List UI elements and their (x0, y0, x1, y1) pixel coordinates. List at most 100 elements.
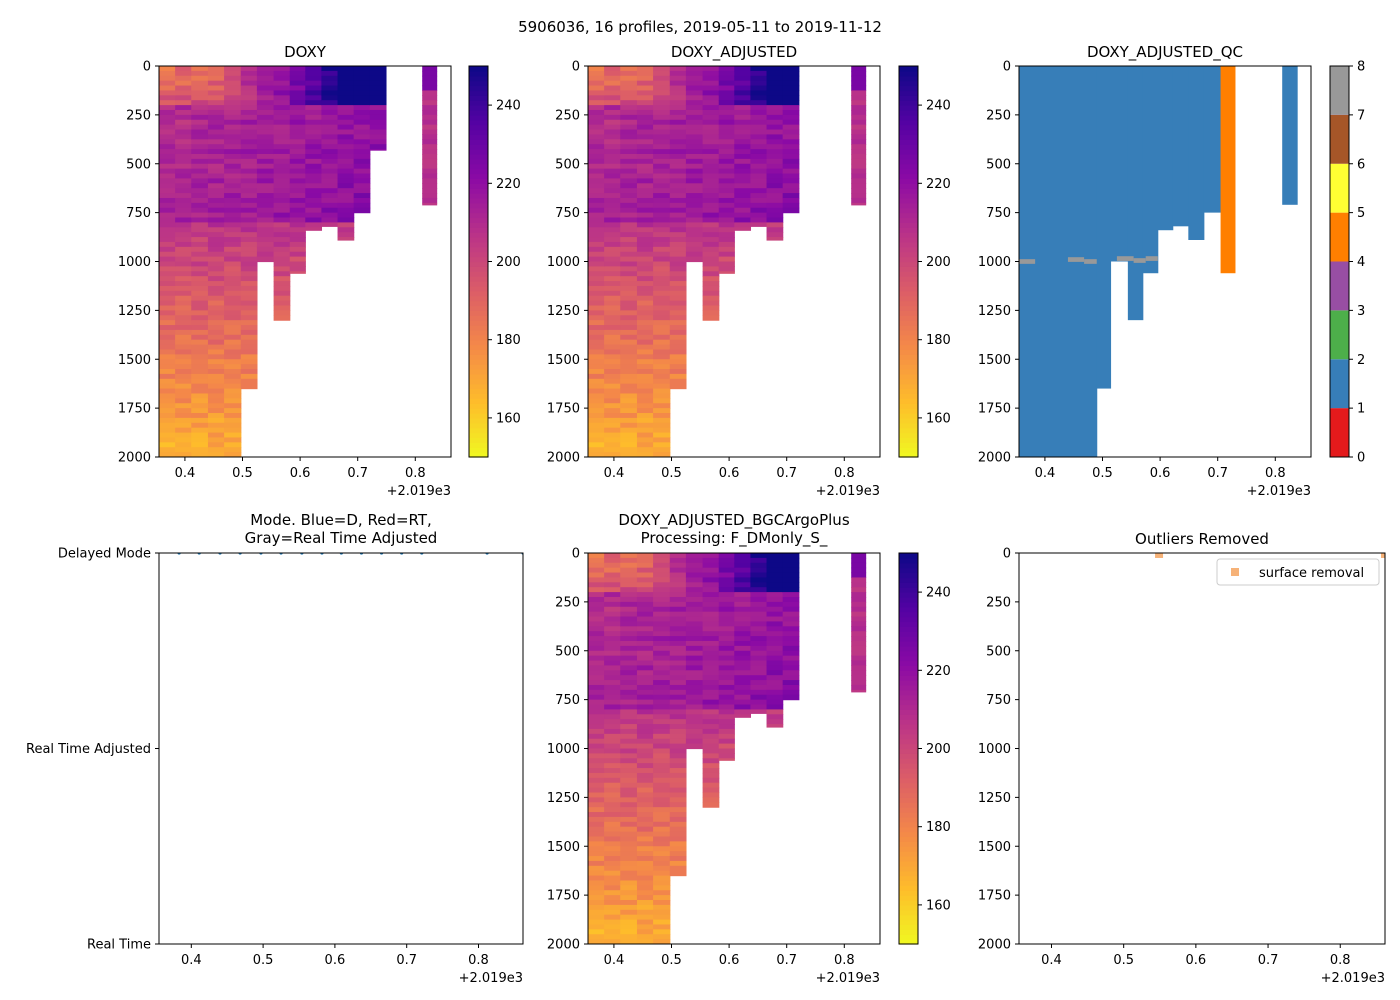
heatmap-cell (256, 153, 275, 160)
heatmap-cell (782, 680, 800, 686)
heatmap-cell (224, 241, 242, 248)
heatmap-cell (636, 256, 654, 263)
colorbar-segment (469, 305, 488, 311)
heatmap-cell (604, 836, 621, 842)
heatmap-cell (159, 427, 176, 434)
heatmap-cell (653, 90, 671, 96)
heatmap-cell (669, 173, 687, 180)
heatmap-cell (653, 567, 671, 574)
heatmap-cell (588, 90, 605, 96)
colorbar-segment (899, 660, 918, 667)
heatmap-cell (620, 841, 638, 847)
colorbar-segment (469, 100, 488, 106)
heatmap-cell (604, 144, 621, 150)
heatmap-cell (782, 75, 800, 82)
heatmap-cell (669, 310, 687, 316)
heatmap-cell (669, 772, 687, 779)
colorbar-tick-label: 7 (1357, 108, 1365, 123)
heatmap-cell (588, 812, 605, 818)
heatmap-cell (588, 378, 605, 385)
heatmap-cell (669, 139, 687, 145)
heatmap-cell (685, 719, 704, 725)
heatmap-cell (766, 163, 784, 170)
heatmap-cell (422, 124, 438, 131)
heatmap-cell (782, 684, 800, 691)
heatmap-cell (636, 437, 654, 443)
x-tick-label: 0.5 (232, 466, 253, 481)
heatmap-cell (289, 153, 306, 160)
heatmap-cell (224, 114, 242, 121)
heatmap-cell (620, 885, 638, 891)
heatmap-cell (240, 75, 258, 82)
heatmap-cell (175, 202, 192, 209)
heatmap-cell (620, 197, 638, 204)
heatmap-cell (224, 100, 242, 106)
heatmap-cell (685, 626, 704, 632)
heatmap-cell (718, 709, 735, 715)
heatmap-cell (782, 124, 800, 131)
heatmap-cell (636, 714, 654, 720)
heatmap-cell (636, 124, 654, 131)
heatmap-cell (718, 636, 735, 642)
heatmap-cell (224, 393, 242, 399)
heatmap-cell (353, 75, 371, 82)
colorbar-segment (469, 246, 488, 253)
heatmap-cell (240, 227, 258, 233)
heatmap-cell (240, 334, 258, 341)
heatmap-cell (604, 665, 621, 671)
heatmap-cell (305, 158, 323, 165)
heatmap-cell (159, 417, 176, 424)
heatmap-cell (224, 105, 242, 111)
heatmap-cell (750, 149, 768, 155)
heatmap-cell (588, 85, 605, 92)
colorbar-segment (899, 787, 918, 794)
heatmap-cell (718, 85, 735, 92)
heatmap-cell (718, 66, 735, 72)
heatmap-cell (782, 149, 800, 155)
heatmap-cell (653, 670, 671, 676)
heatmap-cell (224, 183, 242, 189)
heatmap-cell (702, 694, 720, 701)
heatmap-cell (750, 144, 768, 150)
heatmap-cell (718, 606, 735, 613)
colorbar-segment (899, 295, 918, 302)
heatmap-cell (669, 168, 687, 175)
heatmap-cell (620, 665, 638, 671)
panel-mode: Mode. Blue=D, Red=RT,Gray=Real Time Adju… (26, 511, 524, 986)
heatmap-cell (851, 611, 867, 618)
heatmap-cell (669, 66, 687, 72)
heatmap-cell (734, 577, 752, 583)
heatmap-cell (782, 114, 800, 121)
heatmap-cell (669, 95, 687, 101)
heatmap-cell (224, 369, 242, 375)
heatmap-cell (224, 437, 242, 443)
colorbar-segment (899, 251, 918, 258)
heatmap-cell (588, 768, 605, 774)
heatmap-cell (750, 626, 768, 632)
heatmap-cell (289, 85, 306, 92)
colorbar-segment (899, 222, 918, 228)
heatmap-cell (422, 193, 438, 199)
colorbar-segment (899, 709, 918, 715)
heatmap-cell (636, 904, 654, 911)
colorbar-segment (899, 149, 918, 155)
heatmap-cell (305, 183, 323, 189)
heatmap-cell (256, 202, 275, 209)
heatmap-cell (750, 70, 768, 77)
colorbar-segment (899, 572, 918, 579)
heatmap-cell (669, 675, 687, 681)
colorbar-segment (469, 281, 488, 287)
colorbar-segment (899, 217, 918, 223)
heatmap-cell (604, 763, 621, 769)
heatmap-cell (653, 846, 671, 852)
colorbar-segment (469, 193, 488, 199)
heatmap-cell (636, 665, 654, 671)
heatmap-cell (224, 251, 242, 258)
heatmap-cell (653, 315, 671, 321)
heatmap-cell (273, 95, 291, 101)
heatmap-cell (604, 724, 621, 730)
heatmap-cell (620, 388, 638, 395)
heatmap-cell (620, 432, 638, 439)
heatmap-cell (588, 797, 605, 803)
heatmap-cell (289, 75, 306, 82)
